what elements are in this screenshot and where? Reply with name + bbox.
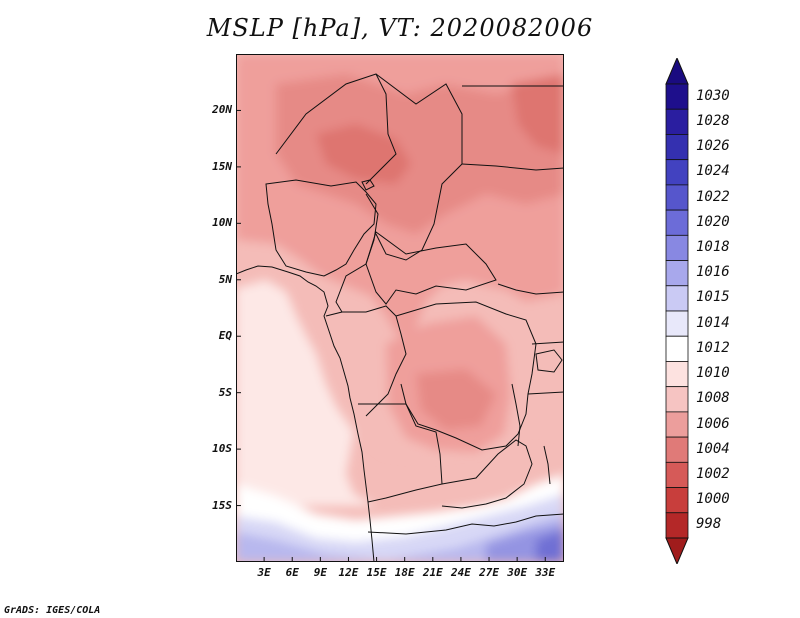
region-1004-congo <box>416 369 496 430</box>
y-tick-label: 20N <box>212 103 232 117</box>
colorbar-swatch <box>665 159 689 186</box>
colorbar-label: 1018 <box>696 238 730 255</box>
colorbar-label: 1015 <box>696 289 730 306</box>
colorbar-swatch <box>665 512 689 539</box>
colorbar-swatch <box>665 335 689 362</box>
border-south <box>367 513 565 535</box>
colorbar-swatch <box>665 361 689 388</box>
map-frame <box>235 54 565 563</box>
x-tick-label: 6E <box>285 566 299 579</box>
y-tick-label: 10S <box>212 442 232 456</box>
colorbar-label: 1022 <box>696 188 730 205</box>
colorbar-label: 1012 <box>696 339 730 356</box>
colorbar-swatch <box>665 134 689 161</box>
border-angola <box>358 403 443 503</box>
colorbar-swatch <box>665 487 689 514</box>
y-tick-label: 10N <box>212 216 232 230</box>
border-car <box>365 231 497 305</box>
colorbar-label: 1014 <box>696 314 730 331</box>
border-chad-sudan <box>375 73 463 261</box>
lake-chad <box>361 179 375 191</box>
colorbar-label: 998 <box>696 516 722 533</box>
grads-credit: GrADS: IGES/COLA <box>4 605 101 616</box>
y-tick-label: EQ <box>218 329 232 343</box>
x-tick-label: 3E <box>257 566 271 579</box>
x-tick-label: 30E <box>507 566 528 579</box>
region-1012-ocean <box>236 280 376 506</box>
x-tick-label: 9E <box>313 566 327 579</box>
x-tick-label: 12E <box>338 566 359 579</box>
colorbar-label: 1024 <box>696 163 730 180</box>
colorbar-swatch <box>665 234 689 261</box>
x-tick-label: 24E <box>450 566 471 579</box>
lake-tanganyika <box>511 383 521 447</box>
colorbar-swatch <box>665 260 689 287</box>
border-congo <box>342 305 407 417</box>
colorbar-swatch <box>665 83 689 110</box>
colorbar-label: 1008 <box>696 390 730 407</box>
colorbar-swatch <box>665 411 689 438</box>
border-cameroon <box>325 193 379 317</box>
x-tick-label: 33E <box>535 566 556 579</box>
region-1004-east <box>511 74 564 154</box>
y-tick-label: 5N <box>218 272 232 286</box>
x-tick-label: 27E <box>479 566 499 579</box>
lake-malawi <box>543 445 551 485</box>
colorbar-swatch <box>665 184 689 211</box>
map-border <box>236 54 564 562</box>
pressure-field <box>236 54 564 562</box>
colorbar-label: 1030 <box>696 87 730 104</box>
border-drc <box>395 301 537 451</box>
colorbar-swatch <box>665 461 689 488</box>
country-borders <box>235 73 565 563</box>
map-title: MSLP [hPa], VT: 2020082006 <box>206 14 594 42</box>
colorbar-swatch <box>665 209 689 236</box>
colorbar-swatch <box>665 436 689 463</box>
colorbar-label: 1010 <box>696 365 730 382</box>
region-1016 <box>236 514 564 562</box>
y-tick-label: 15N <box>212 159 232 173</box>
border-zambia <box>441 439 533 509</box>
border-east <box>497 283 565 395</box>
colorbar-label: 1026 <box>696 138 730 155</box>
colorbar-under-triangle <box>665 537 689 564</box>
x-tick-label: 15E <box>366 566 387 579</box>
colorbar-label: 1020 <box>696 213 730 230</box>
region-1020 <box>536 530 564 562</box>
colorbar <box>665 58 689 564</box>
colorbar-label: 1028 <box>696 112 730 129</box>
y-tick-label: 5S <box>218 385 232 399</box>
x-tick-label: 21E <box>422 566 443 579</box>
colorbar-label: 1006 <box>696 415 730 432</box>
colorbar-swatch <box>665 386 689 413</box>
region-1006 <box>276 74 564 234</box>
colorbar-swatch <box>665 285 689 312</box>
colorbar-label: 1004 <box>696 440 730 457</box>
border-sudan <box>461 85 565 171</box>
colorbar-label: 1002 <box>696 465 730 482</box>
border-nigeria <box>265 179 377 277</box>
region-1004 <box>316 124 411 184</box>
colorbar-label: 1016 <box>696 264 730 281</box>
y-tick-label: 15S <box>212 498 232 512</box>
colorbar-over-triangle <box>665 58 689 85</box>
colorbar-swatch <box>665 108 689 135</box>
pressure-map <box>235 54 565 563</box>
colorbar-label: 1000 <box>696 491 730 508</box>
axis-ticks <box>236 109 546 562</box>
colorbar-swatch <box>665 310 689 337</box>
lake-victoria <box>535 349 563 373</box>
border-niger-chad <box>275 73 397 185</box>
x-tick-label: 18E <box>394 566 415 579</box>
coastline-west-africa <box>235 265 375 563</box>
